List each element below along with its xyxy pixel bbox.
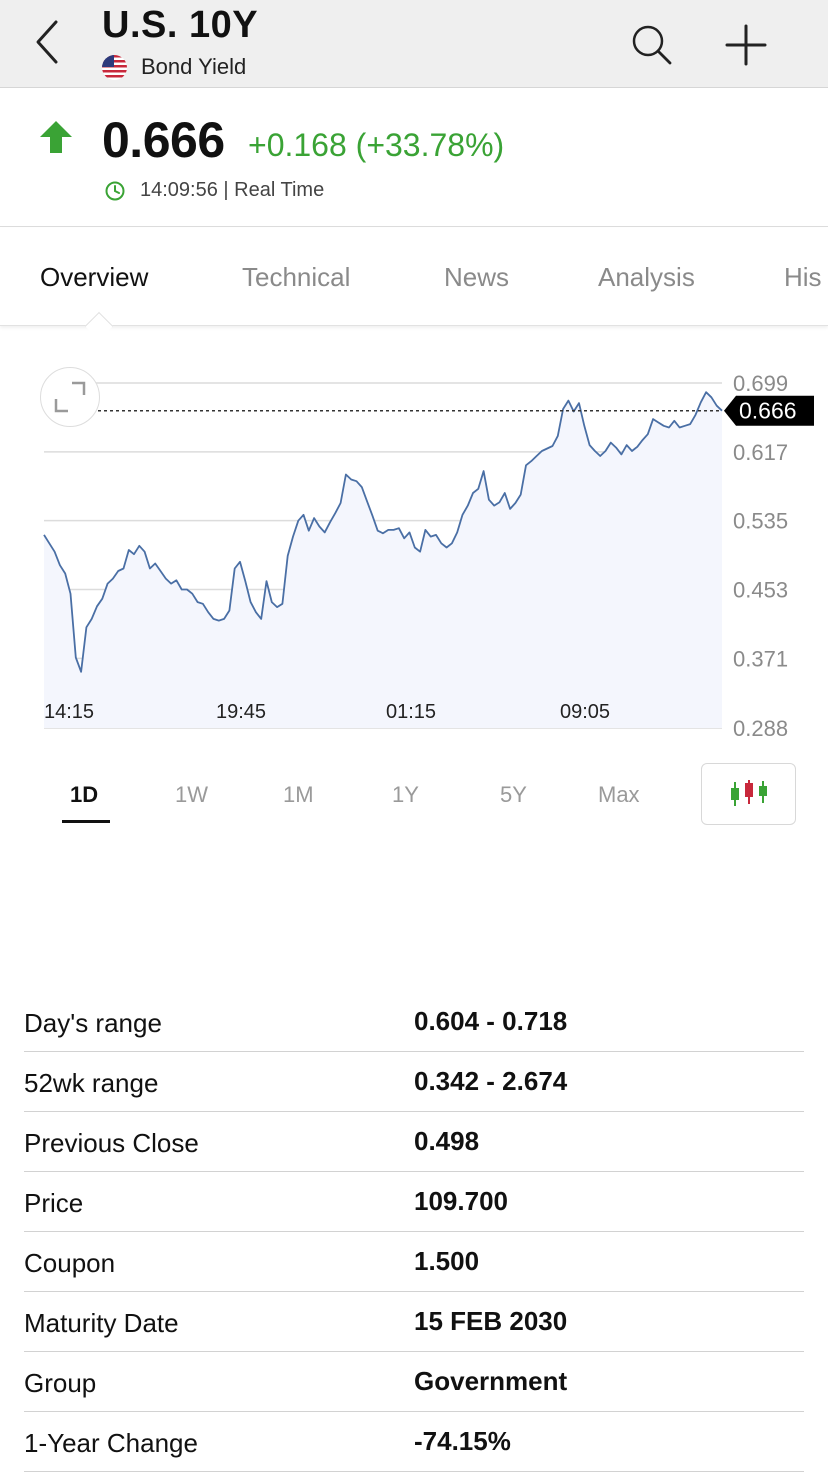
period-max[interactable]: Max (598, 782, 640, 807)
detail-value: 0.342 - 2.674 (414, 1066, 568, 1096)
y-tick-label: 0.699 (733, 371, 788, 396)
detail-value: 1.500 (414, 1246, 480, 1276)
x-tick-label: 09:05 (560, 701, 610, 723)
tab-news[interactable]: News (444, 262, 510, 292)
detail-row-previous-close: Previous Close 0.498 (24, 1112, 804, 1172)
tab-analysis[interactable]: Analysis (598, 262, 695, 292)
detail-value: Government (414, 1366, 568, 1396)
instrument-type: Bond Yield (141, 54, 247, 79)
y-tick-label: 0.371 (733, 646, 788, 671)
detail-label: 1-Year Change (24, 1428, 198, 1458)
detail-row-coupon: Coupon 1.500 (24, 1232, 804, 1292)
chart-canvas: 0.699 0.617 0.535 0.453 0.371 0.288 0.666 14:15… (43, 371, 814, 741)
chevron-left-icon (36, 20, 58, 64)
y-tick-label: 0.617 (733, 440, 788, 465)
detail-label: Coupon (24, 1248, 116, 1278)
x-tick-label: 01:15 (386, 701, 436, 723)
current-value-tag (724, 395, 814, 426)
instrument-subtitle-row: Bond Yield (102, 54, 246, 80)
tab-technical[interactable]: Technical (242, 262, 351, 292)
detail-label: Maturity Date (24, 1308, 179, 1338)
detail-value: 109.700 (414, 1186, 508, 1216)
current-value-label: 0.666 (739, 398, 797, 424)
expand-icon (54, 381, 86, 413)
quote-time: 14:09:56 | Real Time (140, 179, 325, 201)
search-button[interactable] (626, 20, 678, 70)
detail-label: Day's range (24, 1008, 162, 1038)
detail-row-52wk-range: 52wk range 0.342 - 2.674 (24, 1052, 804, 1112)
period-1y[interactable]: 1Y (392, 782, 419, 807)
detail-value: 0.498 (414, 1126, 480, 1156)
series-line (43, 391, 723, 673)
detail-label: Previous Close (24, 1128, 199, 1158)
add-to-watchlist-button[interactable] (720, 20, 772, 70)
y-tick-label: 0.453 (733, 577, 788, 602)
candlestick-toggle-button[interactable] (701, 763, 796, 825)
instrument-title: U.S. 10Y (102, 4, 259, 46)
price-chart[interactable]: 0.699 0.617 0.535 0.453 0.371 0.288 0.666 14:15… (0, 340, 828, 750)
candlestick-icon (730, 780, 767, 806)
detail-row-maturity-date: Maturity Date 15 FEB 2030 (24, 1292, 804, 1352)
quote-panel: 0.666 +0.168 (+33.78%) 14:09:56 | Real T… (0, 89, 828, 227)
detail-label: 52wk range (24, 1068, 159, 1098)
expand-chart-button[interactable] (40, 367, 100, 427)
us-flag-icon (102, 54, 127, 80)
active-period-underline (62, 820, 110, 823)
x-tick-label: 14:15 (44, 701, 94, 723)
detail-label: Group (24, 1368, 97, 1398)
search-icon (632, 25, 672, 65)
detail-value: 0.604 - 0.718 (414, 1006, 568, 1036)
detail-row-days-range: Day's range 0.604 - 0.718 (24, 992, 804, 1052)
y-tick-label: 0.288 (733, 716, 788, 741)
top-bar: U.S. 10Y Bond Yield (0, 0, 828, 88)
detail-label: Price (24, 1188, 84, 1218)
detail-row-1-year-change: 1-Year Change -74.15% (24, 1412, 804, 1472)
period-1w[interactable]: 1W (175, 782, 208, 807)
instrument-details: Day's range 0.604 - 0.718 52wk range 0.3… (24, 992, 804, 1472)
section-tabs: Overview Technical News Analysis His (0, 228, 828, 326)
clock-icon (105, 181, 125, 200)
tab-overview[interactable]: Overview (40, 262, 149, 292)
arrow-up-icon (40, 121, 72, 153)
x-tick-label: 19:45 (216, 701, 266, 723)
period-selector: 1D 1W 1M 1Y 5Y Max (0, 762, 828, 832)
period-5y[interactable]: 5Y (500, 782, 527, 807)
detail-value: -74.15% (414, 1426, 511, 1456)
back-button[interactable] (22, 14, 72, 70)
detail-row-price: Price 109.700 (24, 1172, 804, 1232)
period-1d[interactable]: 1D (70, 782, 99, 807)
series-area (44, 392, 722, 728)
detail-value: 15 FEB 2030 (414, 1306, 568, 1336)
detail-row-group: Group Government (24, 1352, 804, 1412)
quote-time-row: 14:09:56 | Real Time (104, 179, 324, 202)
price-change: +0.168 (+33.78%) (248, 127, 505, 163)
period-1m[interactable]: 1M (283, 782, 314, 807)
y-tick-label: 0.535 (733, 509, 788, 534)
plus-icon (725, 24, 767, 66)
tab-historical[interactable]: His (784, 262, 822, 292)
last-price: 0.666 (102, 112, 225, 168)
